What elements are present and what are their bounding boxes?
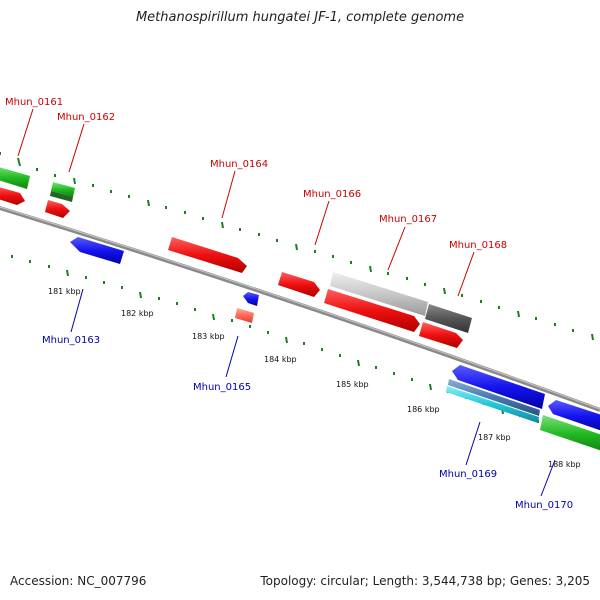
feature-cds-0168[interactable]	[419, 322, 463, 348]
scale-label-182: 182 kbp	[121, 309, 154, 318]
feature-cds-0165b[interactable]	[235, 308, 254, 323]
gene-labels: Mhun_0161 Mhun_0162 Mhun_0163 Mhun_0164 …	[5, 97, 573, 511]
feature-cds-0169-cyan[interactable]	[446, 386, 539, 423]
upper-tick-track	[0, 152, 594, 341]
feature-cds-0162[interactable]	[45, 200, 70, 218]
gene-label-0166[interactable]: Mhun_0166	[303, 189, 361, 200]
scale-label-185: 185 kbp	[336, 380, 369, 389]
gene-label-0169[interactable]: Mhun_0169	[439, 469, 497, 480]
gene-label-0165[interactable]: Mhun_0165	[193, 382, 251, 393]
genome-backbone-highlight	[0, 206, 600, 410]
feature-cds-0169-steel[interactable]	[448, 379, 540, 416]
accession-text: Accession: NC_007796	[10, 574, 147, 588]
genome-backbone	[0, 205, 600, 412]
gene-label-0163[interactable]: Mhun_0163	[42, 335, 100, 346]
feature-cds-right-blue[interactable]	[548, 400, 600, 432]
scale-label-187: 187 kbp	[478, 433, 511, 442]
feature-rna-0162[interactable]	[51, 182, 75, 197]
gene-label-0167[interactable]: Mhun_0167	[379, 214, 437, 225]
feature-pseudo-0168[interactable]	[425, 304, 472, 333]
gene-label-0170[interactable]: Mhun_0170	[515, 500, 573, 511]
label-leaders	[17, 108, 556, 497]
gene-label-0162[interactable]: Mhun_0162	[57, 112, 115, 123]
scale-labels: 181 kbp 182 kbp 183 kbp 184 kbp 185 kbp …	[48, 287, 581, 469]
gene-label-0168[interactable]: Mhun_0168	[449, 240, 507, 251]
gene-label-0164[interactable]: Mhun_0164	[210, 159, 268, 170]
feature-pseudo-0167[interactable]	[330, 272, 428, 316]
feature-cds-left-red[interactable]	[0, 186, 25, 205]
map-title: Methanospirillum hungatei JF-1, complete…	[135, 10, 465, 25]
feature-cds-0167[interactable]	[324, 289, 420, 332]
feature-cds-0169-blue[interactable]	[452, 365, 545, 409]
feature-cds-0163[interactable]	[70, 237, 124, 264]
scale-label-188: 188 kbp	[548, 460, 581, 469]
feature-rna-left[interactable]	[0, 166, 30, 189]
scale-label-184: 184 kbp	[264, 355, 297, 364]
feature-rna-0162-dark[interactable]	[50, 191, 73, 202]
scale-label-183: 183 kbp	[192, 332, 225, 341]
feature-cds-0164[interactable]	[168, 237, 247, 273]
gene-label-0161[interactable]: Mhun_0161	[5, 97, 63, 108]
feature-cds-0165a[interactable]	[243, 292, 259, 306]
feature-rna-0170[interactable]	[540, 415, 600, 452]
features	[0, 166, 600, 452]
topology-text: Topology: circular; Length: 3,544,738 bp…	[260, 574, 590, 588]
scale-label-181: 181 kbp	[48, 287, 81, 296]
feature-cds-0166[interactable]	[278, 272, 320, 297]
scale-label-186: 186 kbp	[407, 405, 440, 414]
